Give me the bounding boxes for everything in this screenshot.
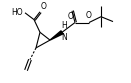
Text: H: H bbox=[61, 21, 67, 30]
Polygon shape bbox=[50, 31, 63, 40]
Text: HO: HO bbox=[11, 8, 23, 17]
Text: O: O bbox=[41, 2, 47, 11]
Text: O: O bbox=[86, 11, 92, 20]
Text: N: N bbox=[61, 33, 67, 42]
Text: O: O bbox=[68, 12, 74, 21]
